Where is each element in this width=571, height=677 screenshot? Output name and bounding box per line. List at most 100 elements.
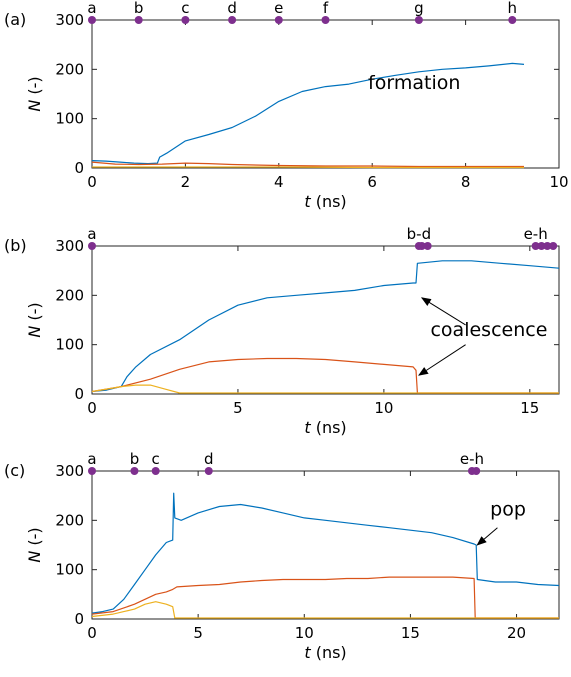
event-marker-label: b-d xyxy=(407,225,431,243)
x-axis-label: t (ns) xyxy=(304,418,346,437)
event-marker-label: a xyxy=(87,0,96,17)
y-axis-label-unit: (-) xyxy=(25,302,44,325)
panel-label: (b) xyxy=(4,236,27,255)
event-marker xyxy=(88,467,96,475)
event-marker-label: e xyxy=(274,0,283,17)
x-tick-label: 10 xyxy=(295,624,314,642)
event-marker-label: e-h xyxy=(524,225,548,243)
panel-b: 0 5 10 15 0 100 200 300 (b) t (ns) N (-) a b-d e-h coa… xyxy=(4,225,560,437)
annotation-text: pop xyxy=(490,498,526,520)
event-marker-label: e-h xyxy=(460,450,484,468)
x-tick-label: 2 xyxy=(181,173,191,191)
x-tick-label: 5 xyxy=(193,624,203,642)
y-tick-label: 0 xyxy=(74,610,84,628)
x-tick-label: 0 xyxy=(87,624,97,642)
series-line-1 xyxy=(91,260,560,393)
event-marker xyxy=(88,16,96,24)
series-line-1 xyxy=(91,492,560,614)
x-tick-label: 6 xyxy=(367,173,377,191)
axes-box xyxy=(91,470,560,620)
event-marker xyxy=(414,16,423,24)
event-marker xyxy=(181,16,190,24)
x-tick-label: 10 xyxy=(374,399,393,417)
event-marker xyxy=(508,16,517,24)
y-tick-label: 300 xyxy=(55,462,84,480)
y-tick-label: 100 xyxy=(55,561,84,579)
event-marker xyxy=(423,242,432,250)
y-tick-label: 0 xyxy=(74,385,84,403)
event-marker xyxy=(130,467,139,475)
event-marker-label: d xyxy=(227,0,237,17)
annotation-text: coalescence xyxy=(430,319,547,341)
event-marker-label: f xyxy=(323,0,329,17)
x-axis-label: t (ns) xyxy=(304,643,346,662)
y-axis-label-var: N xyxy=(25,326,44,338)
event-marker xyxy=(134,16,143,24)
event-marker-label: b xyxy=(130,450,140,468)
y-axis-label: N (-) xyxy=(25,527,44,562)
event-marker-label: b xyxy=(134,0,144,17)
event-marker-label: g xyxy=(414,0,424,17)
event-marker xyxy=(549,242,558,250)
x-tick-label: 0 xyxy=(87,399,97,417)
event-marker-label: c xyxy=(181,0,189,17)
x-axis-label-var: t xyxy=(304,643,311,662)
y-tick-label: 200 xyxy=(55,511,84,529)
series-line-3 xyxy=(91,384,559,394)
x-tick-label: 15 xyxy=(401,624,420,642)
y-tick-label: 100 xyxy=(55,336,84,354)
y-tick-label: 300 xyxy=(55,237,84,255)
y-tick-label: 200 xyxy=(55,286,84,304)
event-marker xyxy=(151,467,160,475)
annotation-arrow xyxy=(418,344,466,376)
x-axis-label-unit: (ns) xyxy=(311,418,347,437)
y-tick-label: 300 xyxy=(55,11,84,29)
event-marker-label: h xyxy=(508,0,518,17)
series-line-3 xyxy=(92,166,524,169)
x-tick-label: 0 xyxy=(87,173,97,191)
event-marker xyxy=(417,242,426,250)
x-tick-label: 4 xyxy=(274,173,284,191)
series-line-3 xyxy=(91,601,559,619)
event-marker xyxy=(537,242,546,250)
y-tick-label: 100 xyxy=(55,110,84,128)
series-line-2 xyxy=(91,576,559,619)
axes-box xyxy=(91,19,560,169)
event-marker xyxy=(543,242,552,250)
annotation-text: formation xyxy=(368,72,460,94)
x-axis-label-unit: (ns) xyxy=(311,643,347,662)
y-axis-label-var: N xyxy=(25,551,44,563)
event-marker xyxy=(274,16,283,24)
event-marker-label: a xyxy=(87,225,96,243)
y-axis-label: N (-) xyxy=(25,302,44,337)
y-axis-label-unit: (-) xyxy=(25,76,44,99)
event-marker xyxy=(204,467,213,475)
x-tick-label: 10 xyxy=(549,173,568,191)
series-line-2 xyxy=(91,161,524,168)
y-axis-label-unit: (-) xyxy=(25,527,44,550)
x-tick-label: 15 xyxy=(520,399,539,417)
event-marker xyxy=(531,242,540,250)
axes-box xyxy=(91,245,560,395)
event-marker-label: d xyxy=(204,450,214,468)
x-axis-label: t (ns) xyxy=(304,192,346,211)
y-tick-label: 0 xyxy=(74,159,84,177)
event-marker xyxy=(321,16,330,24)
x-tick-label: 5 xyxy=(233,399,243,417)
y-axis-label-var: N xyxy=(25,100,44,112)
x-axis-label-unit: (ns) xyxy=(311,192,347,211)
y-tick-label: 200 xyxy=(55,60,84,78)
x-axis-label-var: t xyxy=(304,192,311,211)
event-marker xyxy=(228,16,237,24)
x-tick-label: 8 xyxy=(461,173,471,191)
panel-label: (c) xyxy=(4,461,25,480)
event-marker xyxy=(88,242,96,250)
annotation-arrow xyxy=(420,297,466,326)
y-axis-label: N (-) xyxy=(25,76,44,111)
series-line-1 xyxy=(91,62,525,165)
event-marker-label: c xyxy=(152,450,160,468)
x-axis-label-var: t xyxy=(304,418,311,437)
